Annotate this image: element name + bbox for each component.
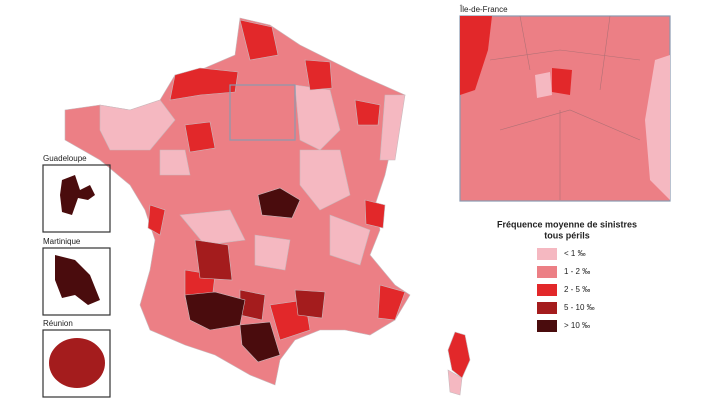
region	[460, 16, 492, 95]
corsica-south	[447, 369, 463, 396]
overseas-frame	[42, 329, 111, 398]
inset-frame	[459, 15, 671, 202]
region	[364, 199, 386, 229]
region	[379, 94, 406, 161]
legend-swatch	[537, 320, 557, 332]
region	[169, 67, 239, 101]
legend: Fréquence moyenne de sinistres tous péri…	[497, 219, 637, 332]
legend-label: > 10 ‰	[564, 321, 590, 330]
legend-label: 5 - 10 ‰	[564, 303, 595, 312]
borders	[489, 15, 641, 200]
region	[99, 99, 176, 151]
legend-title: tous périls	[544, 230, 590, 240]
overseas-frame	[42, 247, 111, 316]
corsica	[447, 331, 471, 379]
region	[179, 209, 246, 246]
region	[159, 149, 191, 176]
region	[239, 321, 281, 363]
martinique	[55, 255, 100, 305]
legend-swatch	[537, 302, 557, 314]
overseas: Guadeloupe Martinique Réunion	[42, 154, 111, 398]
region	[194, 239, 233, 281]
region	[329, 214, 371, 266]
region	[354, 99, 381, 126]
region	[147, 204, 166, 236]
inset-title: Île-de-France	[459, 5, 508, 14]
overseas-label: Guadeloupe	[43, 154, 87, 163]
region	[552, 68, 572, 95]
region	[535, 72, 552, 98]
france-map	[64, 17, 471, 396]
legend-label: < 1 ‰	[564, 249, 586, 258]
region	[299, 149, 351, 211]
inset-frame-marker	[229, 84, 296, 141]
region	[239, 19, 279, 61]
legend-swatch	[537, 284, 557, 296]
guadeloupe	[60, 175, 95, 215]
overseas-label: Réunion	[43, 319, 73, 328]
legend-swatch	[537, 248, 557, 260]
overseas-label: Martinique	[43, 237, 81, 246]
legend-label: 1 - 2 ‰	[564, 267, 590, 276]
region	[184, 121, 216, 153]
region	[294, 289, 326, 319]
inset: Île-de-France	[459, 5, 671, 202]
region	[257, 187, 301, 219]
region	[294, 84, 341, 151]
region	[254, 234, 291, 271]
reunion	[49, 338, 105, 388]
region	[645, 55, 670, 200]
legend-swatch	[537, 266, 557, 278]
overseas-frame	[42, 164, 111, 233]
legend-title: Fréquence moyenne de sinistres	[497, 219, 637, 229]
legend-label: 2 - 5 ‰	[564, 285, 590, 294]
region	[304, 59, 333, 91]
region	[377, 284, 406, 321]
